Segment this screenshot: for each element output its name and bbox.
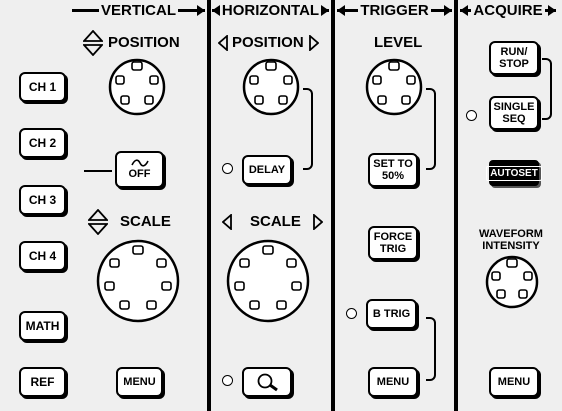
right-arrow-icon: [313, 214, 323, 230]
b-trig-bracket: [426, 317, 436, 381]
zoom-button[interactable]: [242, 367, 292, 397]
single-seq-indicator-led: [466, 110, 477, 121]
run-stop-line1: RUN/: [500, 46, 528, 58]
horizontal-section-header: HORIZONTAL: [212, 2, 329, 19]
ac-wave-icon: [130, 159, 149, 167]
up-down-arrows-icon: [83, 30, 103, 56]
set-to-50-line2: 50%: [381, 170, 405, 182]
single-seq-button[interactable]: SINGLE SEQ: [489, 96, 539, 130]
header-right-triangle-icon: [321, 5, 329, 16]
channel-off-button[interactable]: OFF: [115, 151, 164, 188]
autoset-button[interactable]: AUTOSET: [486, 160, 542, 186]
vertical-position-label: POSITION: [108, 34, 180, 51]
ch3-label: CH 3: [28, 193, 57, 207]
ref-label: REF: [30, 375, 55, 389]
header-left-triangle-icon: [337, 5, 345, 16]
delay-bracket: [303, 88, 313, 170]
ch2-label: CH 2: [28, 136, 57, 150]
vertical-scale-label: SCALE: [120, 213, 171, 230]
vertical-menu-label: MENU: [123, 376, 156, 388]
autoset-label: AUTOSET: [486, 165, 542, 181]
ch3-button[interactable]: CH 3: [19, 185, 66, 215]
waveform-intensity-line2: INTENSITY: [482, 240, 540, 252]
header-right-triangle-icon: [548, 5, 556, 16]
horizontal-position-label: POSITION: [232, 34, 304, 51]
force-trig-line1: FORCE: [373, 231, 413, 243]
divider-trigger-acquire: [454, 0, 458, 411]
set-to-50-line1: SET TO: [373, 158, 413, 170]
divider-horizontal-trigger: [331, 0, 335, 411]
waveform-intensity-knob[interactable]: [484, 254, 540, 310]
math-button[interactable]: MATH: [19, 311, 66, 341]
vertical-section-title: VERTICAL: [99, 2, 178, 19]
force-trig-line2: TRIG: [379, 243, 407, 255]
divider-vertical-horizontal: [207, 0, 211, 411]
single-seq-line1: SINGLE: [493, 101, 535, 113]
acquire-menu-button[interactable]: MENU: [489, 367, 539, 397]
waveform-intensity-label: WAVEFORM INTENSITY: [466, 228, 556, 252]
ch1-button[interactable]: CH 1: [19, 72, 66, 102]
trigger-level-knob[interactable]: [364, 57, 424, 117]
right-arrow-icon: [309, 35, 319, 51]
header-left-triangle-icon: [212, 5, 220, 16]
vertical-scale-knob[interactable]: [94, 237, 182, 325]
delay-button[interactable]: DELAY: [242, 155, 292, 185]
ref-button[interactable]: REF: [19, 367, 66, 397]
trigger-menu-label: MENU: [376, 376, 410, 388]
header-right-triangle-icon: [444, 5, 452, 16]
acquire-menu-label: MENU: [497, 376, 531, 388]
b-trig-label: B TRIG: [372, 308, 411, 320]
run-stop-line2: STOP: [499, 58, 529, 70]
off-label: OFF: [128, 168, 151, 180]
horizontal-section-title: HORIZONTAL: [219, 2, 322, 19]
math-label: MATH: [25, 319, 60, 333]
horizontal-position-knob[interactable]: [241, 57, 301, 117]
trigger-menu-button[interactable]: MENU: [368, 367, 418, 397]
vertical-position-knob[interactable]: [107, 57, 167, 117]
vertical-menu-button[interactable]: MENU: [116, 367, 163, 397]
coupling-connector-line: [84, 170, 112, 172]
header-left-triangle-icon: [460, 5, 468, 16]
delay-indicator-led: [222, 163, 233, 174]
left-arrow-icon: [222, 214, 232, 230]
acquire-section-header: ACQUIRE: [460, 2, 556, 19]
horizontal-scale-knob[interactable]: [224, 237, 312, 325]
waveform-intensity-line1: WAVEFORM: [479, 228, 543, 240]
acquire-bracket: [542, 58, 552, 120]
b-trig-button[interactable]: B TRIG: [366, 299, 417, 329]
run-stop-button[interactable]: RUN/ STOP: [489, 41, 539, 75]
trigger-section-title: TRIGGER: [358, 2, 431, 19]
acquire-section-title: ACQUIRE: [471, 2, 545, 19]
force-trig-button[interactable]: FORCE TRIG: [368, 226, 418, 260]
b-trig-indicator-led: [346, 308, 357, 319]
ch2-button[interactable]: CH 2: [19, 128, 66, 158]
left-arrow-icon: [218, 35, 228, 51]
zoom-indicator-led: [222, 375, 233, 386]
single-seq-line2: SEQ: [502, 113, 526, 125]
delay-label: DELAY: [248, 164, 286, 176]
ch1-label: CH 1: [28, 80, 57, 94]
header-right-triangle-icon: [197, 5, 205, 16]
up-down-arrows-icon: [88, 209, 108, 235]
magnifier-icon: [257, 373, 278, 392]
vertical-section-header: VERTICAL: [72, 2, 205, 19]
set-to-50-button[interactable]: SET TO 50%: [368, 153, 418, 187]
ch4-label: CH 4: [28, 249, 57, 263]
trigger-level-label: LEVEL: [374, 34, 423, 51]
horizontal-scale-label: SCALE: [250, 213, 301, 230]
trigger-section-header: TRIGGER: [337, 2, 452, 19]
ch4-button[interactable]: CH 4: [19, 241, 66, 271]
level-bracket: [426, 88, 436, 170]
